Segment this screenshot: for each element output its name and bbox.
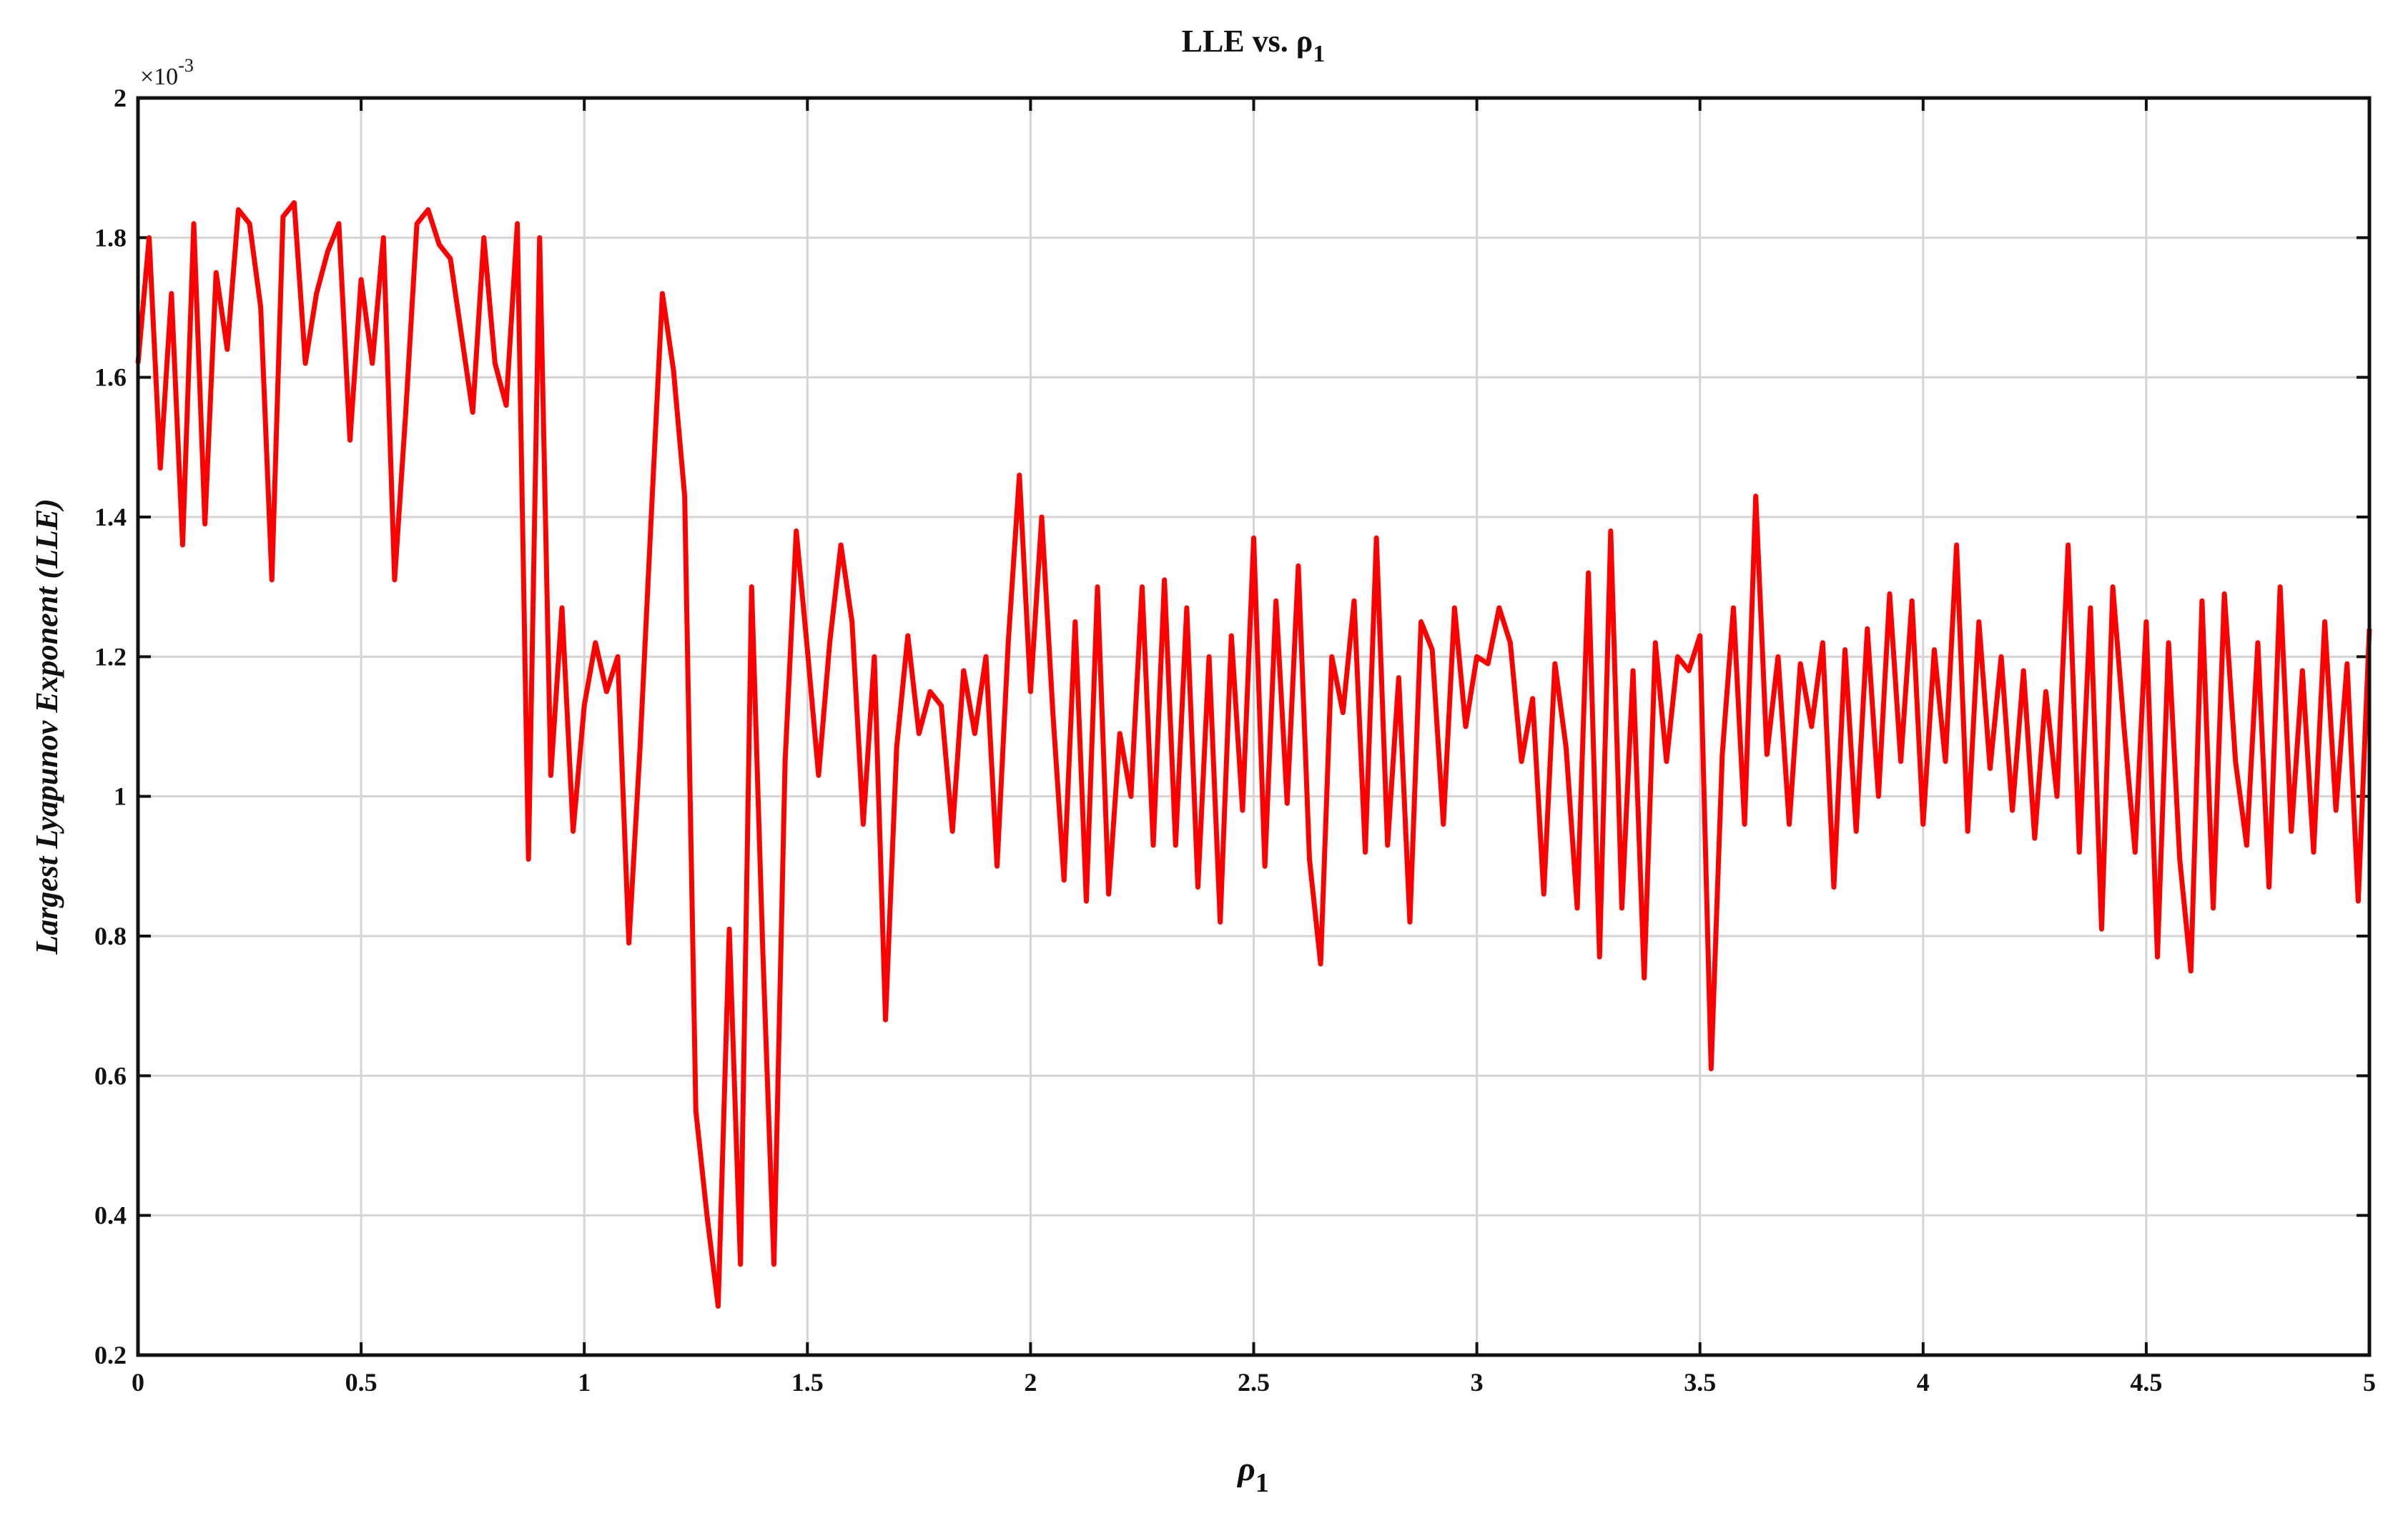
x-tick-label: 0 bbox=[132, 1368, 144, 1397]
x-tick-label: 1.5 bbox=[791, 1368, 824, 1397]
y-tick-label: 2 bbox=[114, 84, 127, 112]
x-tick-label: 4.5 bbox=[2130, 1368, 2162, 1397]
y-tick-label: 0.4 bbox=[94, 1201, 127, 1230]
x-axis-label: ρ1 bbox=[1236, 1450, 1269, 1498]
plot-frame bbox=[136, 96, 2372, 1357]
chart-title: LLE vs. ρ1 bbox=[1182, 24, 1326, 67]
x-tick-label: 3.5 bbox=[1684, 1368, 1716, 1397]
y-tick-label: 0.2 bbox=[94, 1341, 127, 1369]
data-line bbox=[135, 200, 2372, 1309]
y-tick-label: 0.8 bbox=[94, 922, 127, 950]
y-tick-label: 1.4 bbox=[94, 503, 127, 531]
x-label-subscript: 1 bbox=[1255, 1468, 1269, 1498]
x-tick-label: 3 bbox=[1471, 1368, 1484, 1397]
y-tick-label: 1.8 bbox=[94, 223, 127, 252]
y-multiplier: ×10-3 bbox=[140, 55, 194, 90]
y-tick-label: 1.6 bbox=[94, 363, 127, 392]
title-text: LLE vs. ρ bbox=[1182, 24, 1313, 59]
x-tick-label: 4 bbox=[1917, 1368, 1930, 1397]
x-tick-label: 5 bbox=[2363, 1368, 2376, 1397]
x-label-text: ρ bbox=[1236, 1450, 1255, 1488]
y-multiplier-base: ×10 bbox=[140, 64, 178, 90]
y-axis-label: Largest Lyapunov Exponent (LLE) bbox=[29, 498, 64, 955]
y-tick-label: 1 bbox=[114, 782, 127, 811]
y-tick-label: 1.2 bbox=[94, 642, 127, 671]
x-tick-label: 0.5 bbox=[345, 1368, 378, 1397]
y-tick-label: 0.6 bbox=[94, 1061, 127, 1090]
title-subscript: 1 bbox=[1313, 41, 1325, 67]
x-tick-label: 2.5 bbox=[1238, 1368, 1270, 1397]
x-tick-label: 2 bbox=[1024, 1368, 1037, 1397]
x-tick-label: 1 bbox=[578, 1368, 591, 1397]
y-multiplier-exponent: -3 bbox=[178, 55, 194, 76]
